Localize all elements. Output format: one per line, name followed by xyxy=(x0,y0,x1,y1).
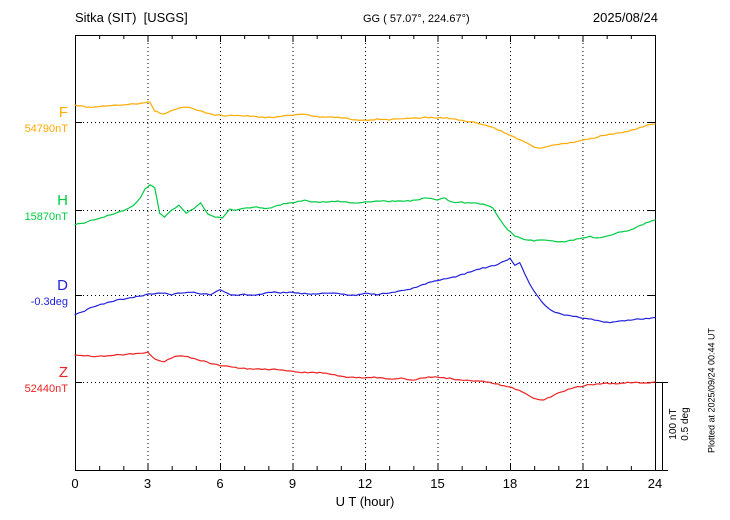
x-tick-label: 0 xyxy=(71,476,78,491)
x-tick-label: 3 xyxy=(144,476,151,491)
x-axis-label: U T (hour) xyxy=(335,494,395,509)
trace-Z xyxy=(74,351,656,401)
scale-bar-line1: 100 nT xyxy=(668,408,679,440)
trace-D xyxy=(74,257,656,324)
station-title: Sitka (SIT) [USGS] xyxy=(75,10,188,25)
channel-H-letter: H xyxy=(57,192,68,209)
x-tick-label: 9 xyxy=(289,476,296,491)
scale-bar-line2: 0.5 deg xyxy=(680,407,691,441)
channel-H: H 15870nT xyxy=(0,192,68,224)
channel-D-baseline-value: -0.3deg xyxy=(30,296,68,308)
x-tick-label: 6 xyxy=(216,476,223,491)
x-tick-label: 18 xyxy=(503,476,517,491)
channel-Z-letter: Z xyxy=(58,364,68,381)
x-tick-label: 12 xyxy=(358,476,372,491)
plotted-at-note: Plotted at 2025/09/24 00:44 UT xyxy=(706,327,717,454)
channel-F: F 54790nT xyxy=(0,104,68,136)
x-tick-label: 24 xyxy=(648,476,662,491)
scale-bar-label: 100 nT 0.5 deg xyxy=(668,376,692,472)
channel-Z-baseline-value: 52440nT xyxy=(24,383,68,395)
x-tick-label: 21 xyxy=(575,476,589,491)
channel-F-baseline-value: 54790nT xyxy=(24,123,68,135)
plot-date: 2025/08/24 xyxy=(592,10,658,25)
geo-coordinates: GG ( 57.07°, 224.67°) xyxy=(363,13,470,25)
channel-D-letter: D xyxy=(57,277,68,294)
trace-F xyxy=(74,101,656,149)
channel-D: D -0.3deg xyxy=(0,277,68,309)
channel-Z: Z 52440nT xyxy=(0,364,68,396)
plot-frame xyxy=(75,35,656,471)
trace-H xyxy=(74,184,656,243)
channel-H-baseline-value: 15870nT xyxy=(24,211,68,223)
channel-F-letter: F xyxy=(58,104,68,121)
x-tick-label: 15 xyxy=(430,476,444,491)
